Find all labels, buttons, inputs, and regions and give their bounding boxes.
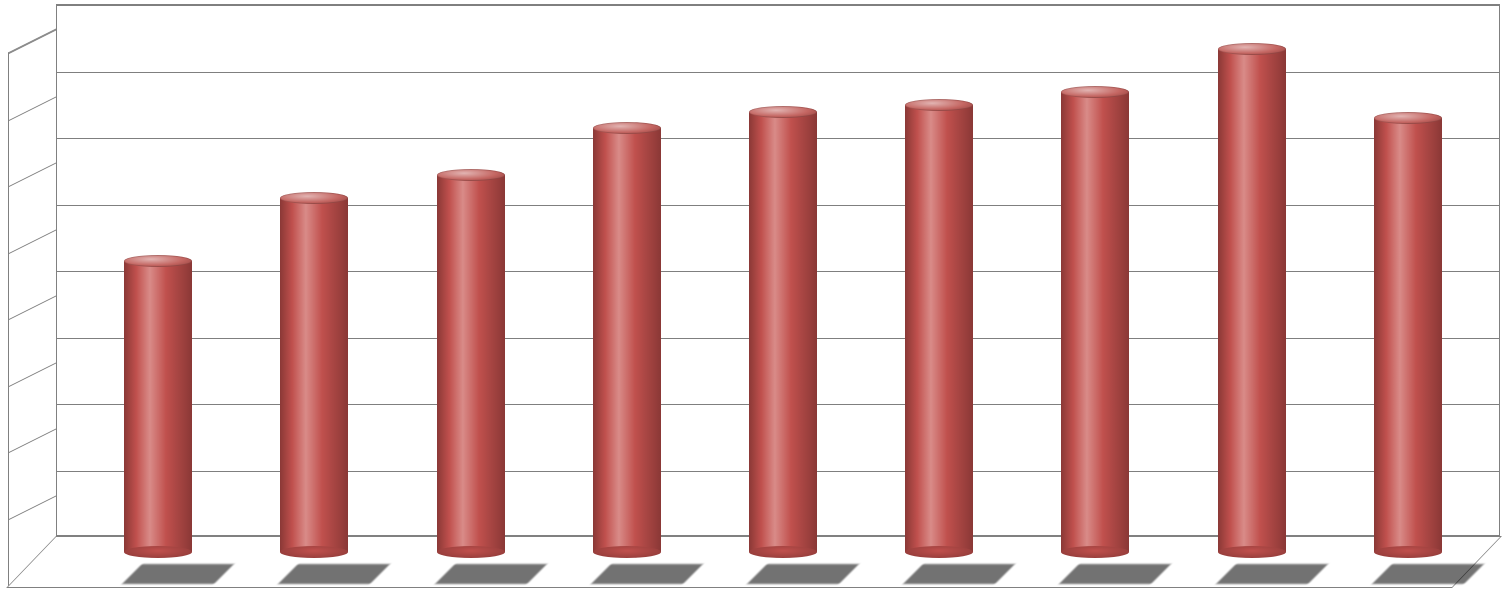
bar	[749, 106, 817, 558]
bar-bottom-cap	[1061, 546, 1129, 558]
grid-side	[9, 162, 57, 187]
bar-body	[905, 105, 973, 552]
bar-bottom-cap	[749, 546, 817, 558]
grid-side	[9, 229, 57, 254]
grid-side	[9, 96, 57, 121]
bar-shadow	[591, 564, 703, 584]
bar-bottom-cap	[280, 546, 348, 558]
bar-shadow	[1216, 564, 1328, 584]
bar	[437, 169, 505, 558]
bar-top-cap	[749, 106, 817, 118]
bar-top-cap	[1218, 43, 1286, 55]
bar	[593, 122, 661, 558]
bar	[1374, 112, 1442, 558]
grid-side	[9, 362, 57, 387]
bar-body	[124, 261, 192, 552]
bar-body	[437, 175, 505, 552]
grid-side	[9, 495, 57, 520]
bar-bottom-cap	[905, 546, 973, 558]
bar-body	[1374, 118, 1442, 552]
left-wall	[8, 28, 57, 587]
bar-body	[1218, 49, 1286, 552]
bar-bottom-cap	[593, 546, 661, 558]
bar-top-cap	[437, 169, 505, 181]
bar-body	[749, 112, 817, 552]
grid-side	[9, 295, 57, 320]
grid-side	[9, 29, 57, 54]
bar	[280, 192, 348, 558]
bar-top-cap	[1061, 86, 1129, 98]
bar	[1061, 86, 1129, 558]
bar-body	[280, 198, 348, 552]
bar	[1218, 43, 1286, 558]
bar	[124, 255, 192, 558]
bar-shadow	[1372, 564, 1484, 584]
grid-side	[9, 428, 57, 453]
bar-body	[1061, 92, 1129, 552]
bar-body	[593, 128, 661, 552]
bar-shadow	[435, 564, 547, 584]
bar-chart-3d	[0, 0, 1508, 593]
bar	[905, 99, 973, 558]
grid-line	[57, 5, 1499, 6]
bar-bottom-cap	[437, 546, 505, 558]
bar-bottom-cap	[124, 546, 192, 558]
bar-bottom-cap	[1218, 546, 1286, 558]
bar-bottom-cap	[1374, 546, 1442, 558]
